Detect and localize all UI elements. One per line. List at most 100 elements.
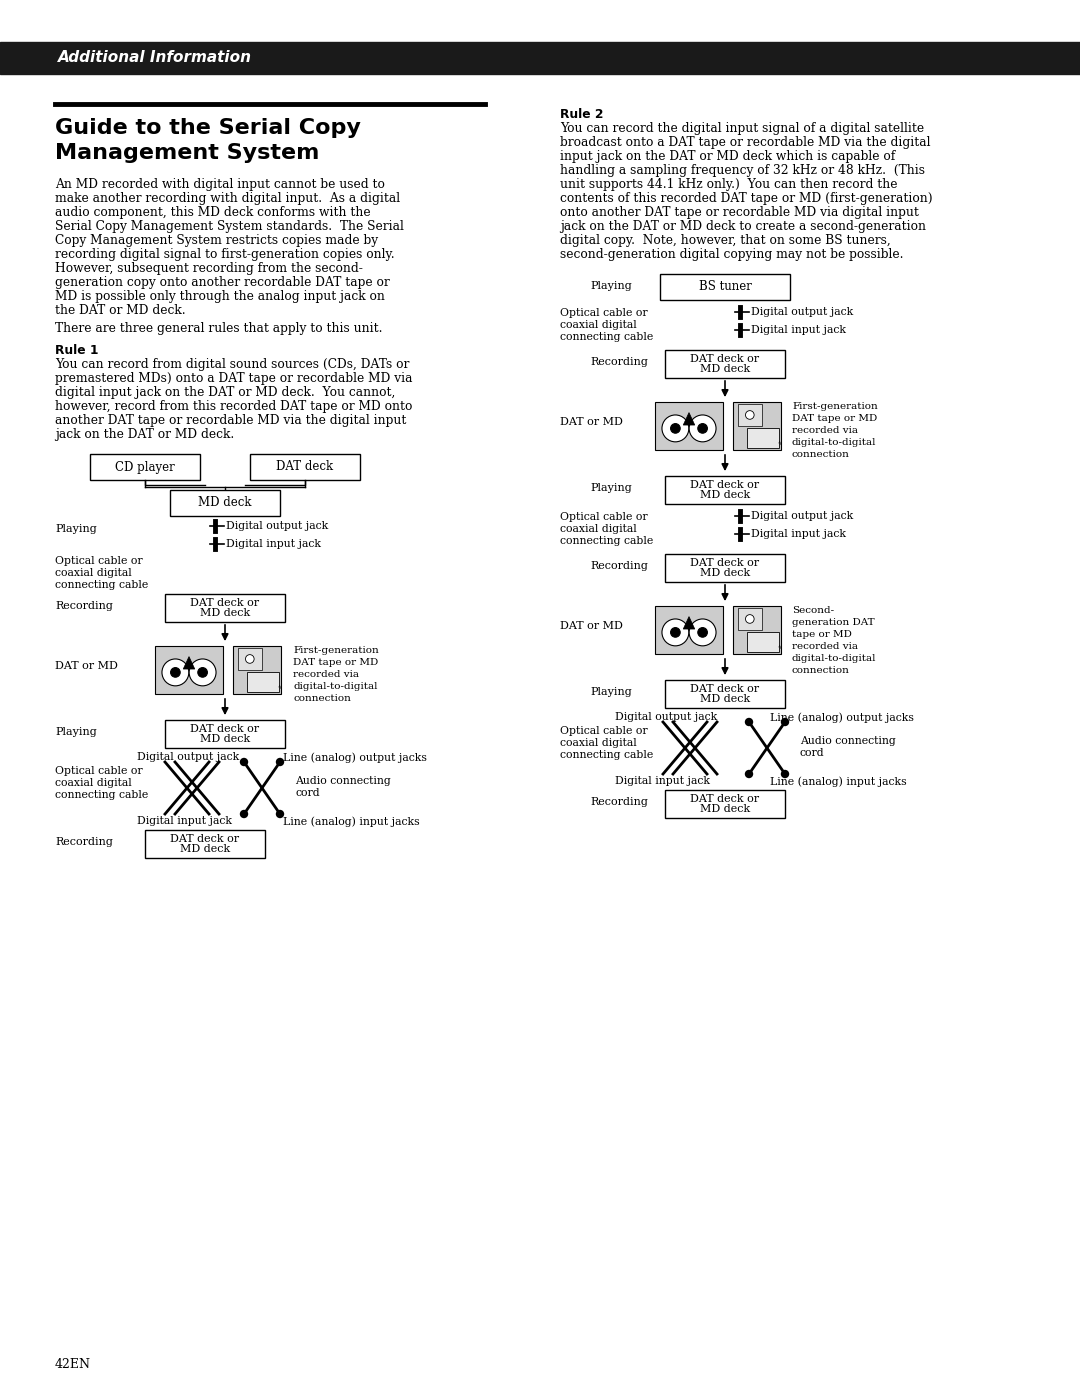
Circle shape	[189, 659, 216, 686]
Text: coaxial digital: coaxial digital	[561, 320, 637, 330]
Circle shape	[745, 411, 754, 419]
Text: coaxial digital: coaxial digital	[561, 738, 637, 747]
Polygon shape	[684, 412, 694, 425]
Text: DAT deck or: DAT deck or	[190, 724, 259, 735]
Text: DAT deck or: DAT deck or	[690, 481, 759, 490]
Text: Recording: Recording	[590, 358, 648, 367]
Text: Recording: Recording	[590, 562, 648, 571]
Text: First-generation: First-generation	[293, 645, 379, 655]
Circle shape	[745, 615, 754, 623]
Text: Serial Copy Management System standards.  The Serial: Serial Copy Management System standards.…	[55, 219, 404, 233]
Text: ∿: ∿	[276, 685, 282, 690]
Text: You can record the digital input signal of a digital satellite: You can record the digital input signal …	[561, 122, 924, 136]
Text: Digital input jack: Digital input jack	[751, 326, 846, 335]
Text: Line (analog) output jacks: Line (analog) output jacks	[283, 752, 427, 763]
Bar	[738, 404, 761, 426]
Text: Line (analog) input jacks: Line (analog) input jacks	[770, 775, 906, 787]
Text: Audio connecting: Audio connecting	[800, 736, 895, 746]
Text: DAT deck or: DAT deck or	[690, 355, 759, 365]
Text: DAT tape or MD: DAT tape or MD	[792, 414, 877, 423]
Text: DAT or MD: DAT or MD	[561, 416, 623, 427]
Text: recorded via: recorded via	[293, 671, 359, 679]
Text: Additional Information: Additional Information	[58, 50, 252, 66]
Text: MD deck: MD deck	[199, 496, 252, 510]
Text: contents of this recorded DAT tape or MD (first-generation): contents of this recorded DAT tape or MD…	[561, 191, 933, 205]
Bar	[247, 672, 279, 692]
Text: Rule 1: Rule 1	[55, 344, 98, 358]
Text: connection: connection	[792, 666, 850, 675]
Text: Rule 2: Rule 2	[561, 108, 604, 122]
Circle shape	[241, 810, 247, 817]
Text: Playing: Playing	[590, 483, 632, 493]
Text: Digital input jack: Digital input jack	[615, 775, 710, 787]
Text: Copy Management System restricts copies made by: Copy Management System restricts copies …	[55, 235, 378, 247]
Text: DAT deck or: DAT deck or	[690, 559, 759, 569]
Text: Digital output jack: Digital output jack	[615, 712, 717, 722]
Circle shape	[241, 759, 247, 766]
Bar	[665, 789, 785, 819]
Circle shape	[689, 619, 716, 645]
Text: MD is possible only through the analog input jack on: MD is possible only through the analog i…	[55, 291, 384, 303]
Bar	[747, 429, 779, 447]
Text: coaxial digital: coaxial digital	[561, 524, 637, 534]
Text: connecting cable: connecting cable	[55, 789, 148, 800]
Text: Optical cable or: Optical cable or	[55, 556, 143, 566]
Text: digital-to-digital: digital-to-digital	[792, 654, 877, 664]
Text: Guide to the Serial Copy: Guide to the Serial Copy	[55, 117, 361, 138]
Text: handling a sampling frequency of 32 kHz or 48 kHz.  (This: handling a sampling frequency of 32 kHz …	[561, 163, 924, 177]
Text: connecting cable: connecting cable	[561, 332, 653, 342]
Bar	[665, 351, 785, 379]
Text: the DAT or MD deck.: the DAT or MD deck.	[55, 305, 186, 317]
Circle shape	[171, 668, 180, 678]
Text: Digital input jack: Digital input jack	[137, 816, 232, 826]
Text: DAT deck or: DAT deck or	[690, 685, 759, 694]
Text: DAT or MD: DAT or MD	[55, 661, 118, 671]
Text: Digital output jack: Digital output jack	[751, 511, 853, 521]
Text: Optical cable or: Optical cable or	[55, 766, 143, 775]
Text: You can record from digital sound sources (CDs, DATs or: You can record from digital sound source…	[55, 358, 409, 372]
Text: recording digital signal to first-generation copies only.: recording digital signal to first-genera…	[55, 249, 394, 261]
Bar	[733, 606, 781, 654]
Text: jack on the DAT or MD deck to create a second-generation: jack on the DAT or MD deck to create a s…	[561, 219, 926, 233]
Text: An MD recorded with digital input cannot be used to: An MD recorded with digital input cannot…	[55, 177, 384, 191]
Text: Optical cable or: Optical cable or	[561, 726, 648, 736]
Text: coaxial digital: coaxial digital	[55, 778, 132, 788]
Circle shape	[782, 771, 788, 778]
Text: MD deck: MD deck	[700, 694, 751, 704]
Circle shape	[276, 759, 283, 766]
Bar	[747, 633, 779, 651]
Circle shape	[198, 668, 207, 678]
Text: audio component, this MD deck conforms with the: audio component, this MD deck conforms w…	[55, 205, 370, 219]
Text: input jack on the DAT or MD deck which is capable of: input jack on the DAT or MD deck which i…	[561, 149, 895, 163]
Text: premastered MDs) onto a DAT tape or recordable MD via: premastered MDs) onto a DAT tape or reco…	[55, 372, 413, 386]
Text: Recording: Recording	[590, 798, 648, 807]
Text: DAT deck or: DAT deck or	[690, 795, 759, 805]
Bar	[90, 454, 200, 481]
Text: second-generation digital copying may not be possible.: second-generation digital copying may no…	[561, 249, 904, 261]
Text: cord: cord	[800, 747, 825, 759]
Text: There are three general rules that apply to this unit.: There are three general rules that apply…	[55, 321, 382, 335]
Circle shape	[782, 718, 788, 725]
Text: Digital output jack: Digital output jack	[751, 307, 853, 317]
Text: First-generation: First-generation	[792, 402, 878, 411]
Text: digital-to-digital: digital-to-digital	[293, 682, 378, 692]
Text: Management System: Management System	[55, 142, 320, 163]
Text: MD deck: MD deck	[700, 363, 751, 374]
Polygon shape	[184, 657, 194, 669]
Text: MD deck: MD deck	[180, 844, 230, 854]
Text: connecting cable: connecting cable	[561, 536, 653, 546]
Text: Audio connecting: Audio connecting	[295, 775, 391, 787]
Bar	[665, 680, 785, 708]
Text: digital-to-digital: digital-to-digital	[792, 439, 877, 447]
Text: DAT deck: DAT deck	[276, 461, 334, 474]
Text: cord: cord	[295, 788, 320, 798]
Circle shape	[162, 659, 189, 686]
Text: connecting cable: connecting cable	[55, 580, 148, 590]
Text: connecting cable: connecting cable	[561, 750, 653, 760]
Circle shape	[671, 627, 680, 637]
Circle shape	[745, 771, 753, 778]
Bar	[165, 719, 285, 747]
Text: Second-: Second-	[792, 606, 834, 615]
Text: connection: connection	[293, 694, 351, 703]
Circle shape	[276, 810, 283, 817]
